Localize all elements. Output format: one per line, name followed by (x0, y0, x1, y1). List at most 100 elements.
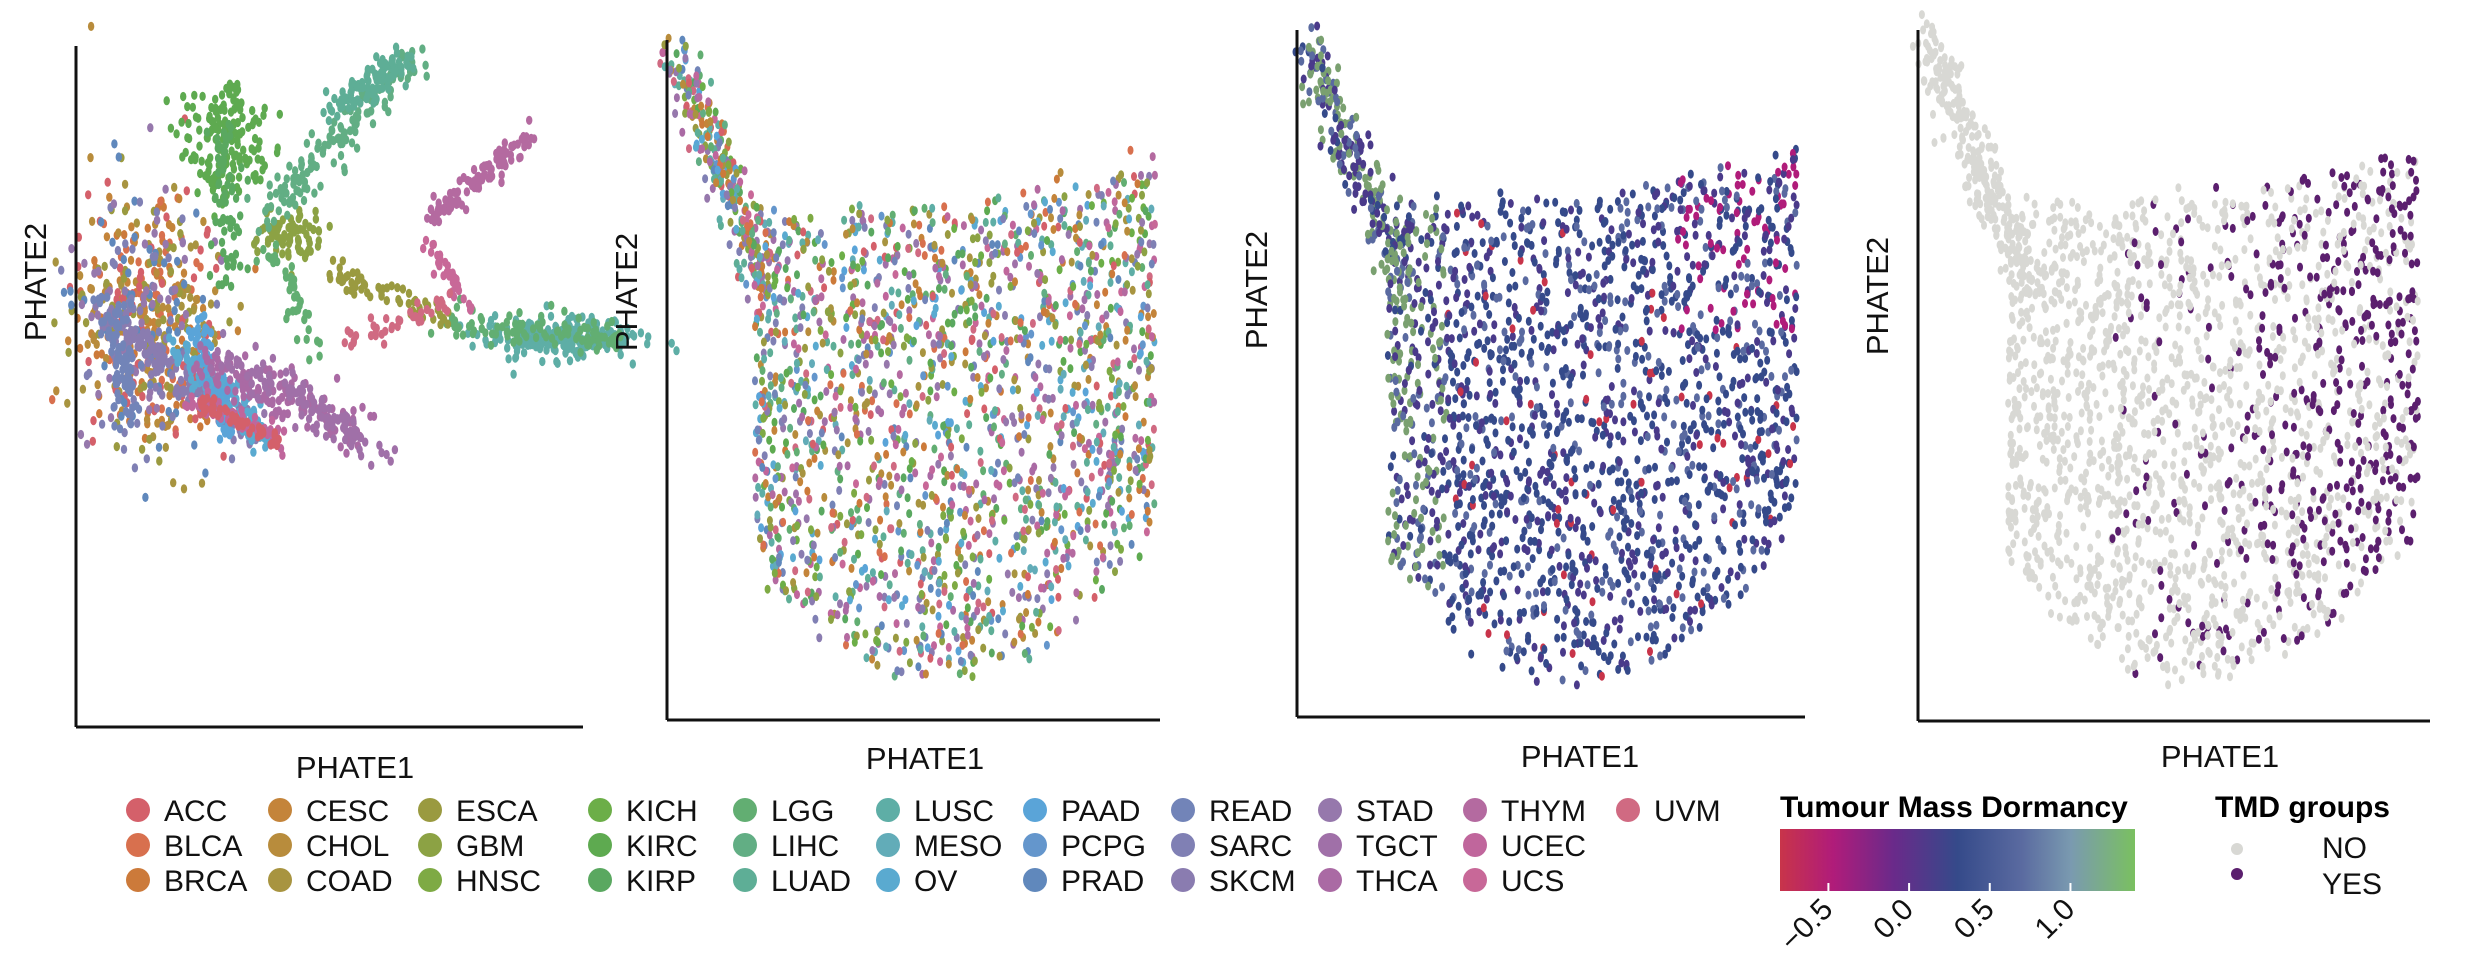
point-prad (181, 279, 188, 289)
point-kirp (229, 182, 236, 192)
point-cancer (837, 547, 844, 557)
point-cancer (757, 534, 763, 544)
point-cancer (856, 209, 863, 219)
point-acc (255, 422, 263, 432)
point-skcm (155, 355, 162, 365)
point-skcm (144, 358, 152, 368)
point-cancer (951, 387, 958, 397)
point-gbm (287, 231, 294, 241)
point-cancer (970, 372, 977, 382)
point-cancer (682, 53, 689, 63)
point-cancer (1139, 263, 1146, 272)
point-cancer (870, 241, 877, 251)
point-cancer (969, 635, 976, 645)
point-lgg (613, 331, 621, 341)
point-read (115, 395, 122, 405)
point-cancer (931, 309, 938, 319)
point-cancer (1057, 168, 1064, 177)
point-cancer (832, 592, 839, 602)
point-cancer (772, 575, 779, 585)
point-cancer (1049, 313, 1056, 323)
point-tmd-score (1665, 643, 1672, 653)
point-cancer (968, 362, 975, 372)
point-tmd-score (1569, 649, 1576, 658)
point-cancer (903, 637, 910, 647)
point-cancer (1001, 239, 1008, 249)
point-cancer (923, 598, 930, 608)
point-kirc (250, 116, 257, 126)
point-coad (207, 299, 215, 309)
point-thym (480, 170, 487, 181)
point-cancer (1087, 541, 1094, 551)
point-cancer (752, 400, 759, 410)
scatter-plot-3: PHATE1 PHATE2 (1239, 21, 1805, 774)
point-kirp (218, 237, 226, 247)
point-lgg (548, 300, 555, 310)
point-cancer (818, 292, 825, 302)
point-cancer (961, 666, 968, 676)
point-cancer (774, 265, 781, 275)
point-stad (153, 215, 161, 225)
point-cancer (888, 286, 895, 296)
point-esca (160, 315, 167, 325)
point-cancer (1142, 206, 1149, 216)
point-kirc (235, 172, 243, 182)
point-lgg (494, 322, 501, 332)
point-cancer (816, 572, 823, 582)
point-cancer (878, 408, 885, 418)
point-cancer (805, 282, 812, 292)
point-cancer (886, 471, 893, 481)
point-cancer (881, 552, 888, 562)
point-cancer (935, 556, 942, 566)
point-lgg (601, 332, 608, 342)
point-cancer (771, 205, 777, 215)
point-cancer (708, 77, 714, 87)
point-cancer (1109, 496, 1116, 506)
point-cancer (885, 347, 891, 356)
point-uvm (423, 304, 431, 315)
point-kirc (276, 109, 283, 119)
point-lgg (577, 347, 584, 357)
point-cancer (828, 258, 835, 267)
point-cancer (878, 469, 885, 479)
point-cancer (1037, 312, 1043, 322)
point-cancer (1085, 438, 1092, 448)
point-cancer (1104, 402, 1111, 412)
point-luad (373, 94, 380, 104)
point-tgct (313, 420, 320, 430)
point-cancer (705, 108, 712, 117)
point-cancer (1121, 287, 1128, 297)
point-cancer (927, 583, 934, 593)
point-cancer (821, 240, 828, 249)
point-cancer (682, 41, 689, 51)
point-tmd-score (1691, 567, 1698, 577)
point-cancer (962, 347, 969, 357)
point-tgct (248, 379, 255, 389)
point-cancer (964, 630, 971, 640)
point-luad (379, 83, 386, 93)
point-cancer (1024, 589, 1031, 599)
point-cancer (944, 318, 951, 328)
point-read (123, 364, 130, 374)
point-luad (338, 95, 345, 105)
point-lgg (286, 285, 293, 295)
point-cancer (882, 437, 889, 447)
point-cancer (772, 372, 779, 382)
point-sarc (134, 418, 141, 428)
point-cancer (940, 421, 947, 431)
point-cancer (1144, 506, 1151, 516)
point-cancer (773, 253, 780, 263)
point-cancer (1093, 183, 1100, 193)
point-cancer (1143, 356, 1150, 366)
point-cancer (835, 450, 842, 460)
point-cancer (880, 532, 887, 542)
point-cancer (972, 257, 979, 267)
point-sarc (111, 260, 118, 270)
point-cancer (859, 314, 866, 324)
point-cancer (1025, 525, 1032, 535)
point-sarc (153, 207, 160, 217)
point-cancer (876, 255, 883, 265)
point-cancer (1088, 201, 1095, 211)
point-kirc (251, 133, 259, 144)
point-cancer (1127, 145, 1134, 155)
